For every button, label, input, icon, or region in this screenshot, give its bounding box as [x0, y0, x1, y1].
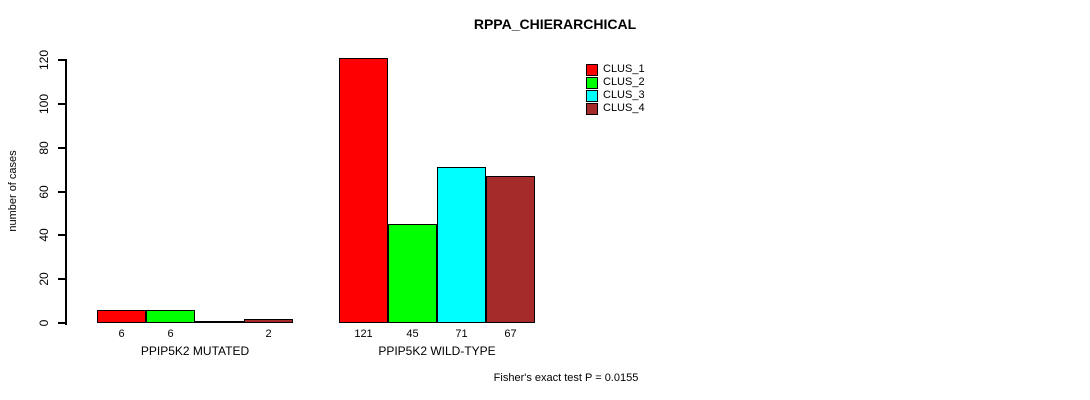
bar-clus_3-0	[195, 321, 244, 323]
y-axis-tick	[58, 322, 65, 324]
bar-value-label: 121	[354, 328, 373, 340]
bar-clus_4-1	[486, 176, 535, 323]
bar-value-label: 67	[504, 328, 517, 340]
bar-clus_1-0	[97, 310, 146, 323]
group-label-1: PPIP5K2 WILD-TYPE	[378, 344, 496, 358]
legend-row: CLUS_2	[586, 76, 645, 89]
y-axis-tick-label: 60	[37, 184, 51, 199]
bar-clus_2-0	[146, 310, 195, 323]
bar-clus_4-0	[244, 319, 293, 323]
legend-row: CLUS_3	[586, 89, 645, 102]
bar-clus_3-1	[437, 167, 486, 323]
y-axis-line	[65, 59, 67, 325]
y-axis-tick-label: 20	[37, 272, 51, 286]
bar-clus_1-1	[339, 58, 388, 323]
y-axis-tick-label: 40	[37, 228, 51, 243]
y-axis-tick	[58, 234, 65, 237]
y-axis-title: number of cases	[7, 150, 19, 232]
legend-swatch-clus_4	[586, 102, 598, 115]
y-axis-tick	[58, 278, 65, 281]
legend: CLUS_1 CLUS_2 CLUS_3 CLUS_4	[586, 63, 645, 115]
legend-label: CLUS_1	[603, 63, 645, 75]
y-axis-tick	[58, 190, 65, 193]
legend-swatch-clus_3	[586, 89, 598, 102]
legend-label: CLUS_4	[603, 102, 645, 114]
bar-value-label: 45	[406, 328, 419, 340]
bar-value-label: 71	[455, 328, 468, 340]
y-axis-tick-label: 100	[37, 93, 51, 114]
y-axis-tick-label: 0	[37, 319, 51, 327]
legend-row: CLUS_1	[586, 63, 645, 76]
y-axis-tick	[58, 59, 65, 61]
fisher-test-note: Fisher's exact test P = 0.0155	[493, 372, 639, 384]
legend-label: CLUS_3	[603, 89, 645, 101]
bar-value-label: 6	[118, 328, 125, 340]
y-axis-tick-label: 80	[37, 140, 51, 155]
y-axis-tick-label: 120	[37, 49, 51, 71]
legend-swatch-clus_2	[586, 76, 598, 89]
bar-value-label: 2	[265, 328, 272, 340]
legend-swatch-clus_1	[586, 63, 598, 76]
bar-value-label: 6	[167, 328, 174, 340]
legend-row: CLUS_4	[586, 102, 645, 115]
y-axis-tick	[58, 146, 65, 149]
group-label-0: PPIP5K2 MUTATED	[140, 344, 250, 358]
legend-label: CLUS_2	[603, 76, 645, 88]
bar-clus_2-1	[388, 224, 437, 323]
y-axis-tick	[58, 102, 65, 105]
chart-title: RPPA_CHIERARCHICAL	[473, 16, 637, 32]
